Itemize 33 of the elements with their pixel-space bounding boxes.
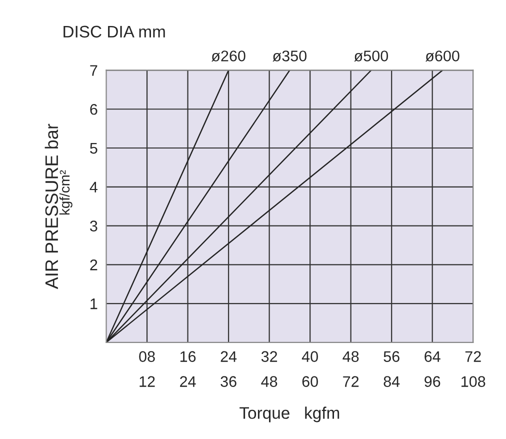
x-tick-label: 64 bbox=[424, 351, 440, 362]
series-label: ø350 bbox=[272, 50, 306, 62]
x-tick-label: 48 bbox=[342, 351, 359, 362]
x2-tick-label: 12 bbox=[140, 376, 155, 387]
y-tick-label: 2 bbox=[90, 260, 98, 270]
x-axis-title: Torque kgfm bbox=[240, 406, 340, 422]
x2-tick-label: 96 bbox=[424, 376, 440, 387]
x2-tick-label: 60 bbox=[302, 376, 318, 387]
x-tick-label: 24 bbox=[220, 351, 237, 362]
series-label: ø500 bbox=[354, 50, 388, 62]
x2-tick-label: 24 bbox=[180, 376, 196, 387]
y-axis-title: AIR PRESSURE bar bbox=[44, 124, 58, 290]
x2-tick-label: 108 bbox=[462, 376, 486, 387]
series-label: ø600 bbox=[425, 50, 460, 62]
chart-title: DISC DIA mm bbox=[64, 26, 165, 38]
x2-tick-label: 72 bbox=[343, 376, 359, 387]
x2-tick-label: 36 bbox=[220, 376, 236, 387]
x-tick-label: 56 bbox=[384, 351, 400, 362]
y-tick-label: 6 bbox=[90, 104, 98, 115]
x-tick-label: 08 bbox=[139, 351, 155, 362]
x2-tick-label: 48 bbox=[261, 376, 278, 387]
y-tick-label: 5 bbox=[90, 143, 98, 154]
y-tick-label: 4 bbox=[90, 182, 98, 192]
x-tick-label: 16 bbox=[180, 351, 196, 362]
x2-tick-label: 84 bbox=[384, 376, 400, 387]
y-tick-label: 7 bbox=[90, 65, 98, 76]
y-tick-label: 3 bbox=[90, 220, 98, 232]
x-tick-label: 72 bbox=[465, 351, 481, 362]
series-label: ø260 bbox=[211, 50, 246, 62]
x-tick-label: 40 bbox=[302, 351, 318, 362]
text: kgf/cm² bbox=[59, 170, 72, 215]
x-tick-label: 32 bbox=[261, 351, 278, 362]
y-tick-label: 1 bbox=[90, 298, 98, 310]
